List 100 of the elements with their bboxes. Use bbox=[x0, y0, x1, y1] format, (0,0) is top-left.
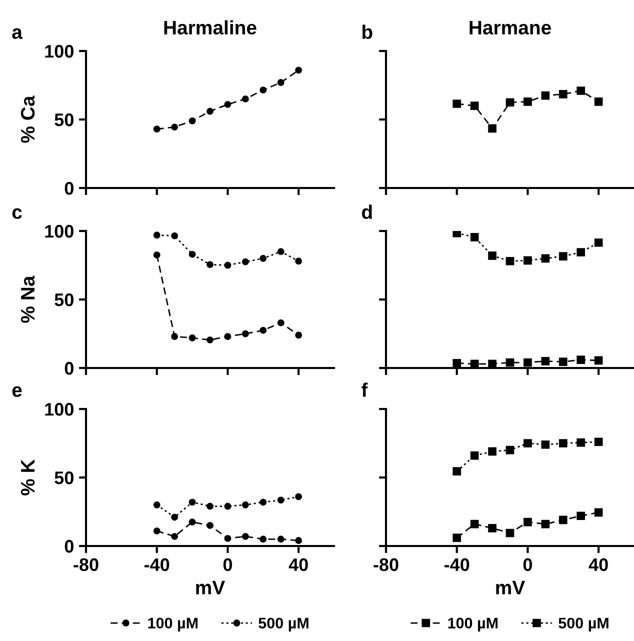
point bbox=[524, 358, 532, 367]
point bbox=[171, 514, 178, 521]
point bbox=[470, 233, 479, 242]
x-tick-label: -40 bbox=[144, 558, 170, 572]
text: a bbox=[12, 28, 23, 39]
y-tick-label: 0 bbox=[64, 540, 74, 553]
legend-label: 100 µM bbox=[148, 618, 198, 632]
point bbox=[295, 332, 302, 339]
point bbox=[188, 334, 196, 342]
y-tick-label: 100 bbox=[45, 402, 74, 416]
y-tick-label: 0 bbox=[64, 362, 74, 375]
point bbox=[260, 326, 267, 334]
point bbox=[558, 252, 568, 261]
x-axis-title: mV bbox=[496, 580, 525, 594]
point bbox=[242, 95, 249, 102]
point bbox=[224, 262, 232, 269]
point bbox=[295, 66, 302, 74]
y-axis-title: % K bbox=[20, 459, 35, 496]
point bbox=[224, 100, 232, 108]
point bbox=[470, 451, 479, 460]
chart-title: Harmaline bbox=[164, 20, 256, 35]
point bbox=[576, 86, 586, 95]
point bbox=[541, 440, 550, 449]
text: e bbox=[12, 386, 22, 397]
point bbox=[452, 231, 462, 238]
point bbox=[558, 516, 568, 524]
point bbox=[524, 256, 532, 265]
point bbox=[260, 86, 267, 94]
point bbox=[153, 252, 160, 258]
text: d bbox=[362, 204, 372, 219]
point bbox=[576, 356, 586, 364]
x-tick-label: 0 bbox=[223, 558, 232, 572]
x-tick-label: 40 bbox=[588, 558, 608, 572]
y-axis-title: % Ca bbox=[20, 96, 35, 143]
x-tick-label: -80 bbox=[74, 558, 98, 572]
point bbox=[488, 360, 496, 368]
y-tick-label: 50 bbox=[54, 113, 74, 126]
point bbox=[224, 534, 232, 542]
point bbox=[224, 502, 232, 510]
point bbox=[524, 518, 532, 526]
point bbox=[506, 358, 514, 367]
point bbox=[470, 360, 479, 368]
point bbox=[260, 536, 267, 543]
point bbox=[470, 102, 479, 110]
point bbox=[153, 501, 160, 508]
point bbox=[541, 520, 550, 528]
point bbox=[206, 108, 214, 115]
point bbox=[188, 250, 196, 258]
x-tick-label: 40 bbox=[288, 558, 308, 572]
point bbox=[153, 126, 160, 133]
point bbox=[524, 98, 532, 106]
point bbox=[224, 333, 232, 340]
point bbox=[206, 522, 214, 529]
point bbox=[576, 248, 586, 256]
legend-label: 100 µM bbox=[448, 618, 498, 632]
point bbox=[594, 438, 603, 446]
point bbox=[242, 258, 249, 266]
point bbox=[506, 98, 514, 107]
point bbox=[242, 501, 249, 508]
point bbox=[242, 532, 249, 540]
point bbox=[558, 439, 568, 448]
point bbox=[206, 261, 214, 268]
point bbox=[188, 518, 196, 526]
point bbox=[206, 336, 214, 344]
point bbox=[576, 512, 586, 520]
point bbox=[277, 536, 284, 543]
point bbox=[558, 358, 568, 366]
point bbox=[524, 439, 532, 448]
text: b bbox=[362, 24, 372, 39]
point bbox=[506, 256, 514, 266]
legend-label: 500 µM bbox=[258, 618, 308, 632]
point bbox=[594, 508, 603, 517]
point bbox=[171, 333, 178, 340]
y-tick-label: 100 bbox=[45, 224, 74, 238]
point bbox=[488, 447, 496, 456]
point bbox=[153, 527, 160, 534]
point bbox=[295, 258, 302, 265]
y-tick-label: 0 bbox=[64, 182, 74, 195]
point bbox=[188, 117, 196, 124]
point bbox=[277, 248, 284, 256]
point bbox=[277, 319, 284, 326]
point bbox=[277, 79, 284, 86]
text: f bbox=[362, 382, 368, 397]
point bbox=[171, 124, 178, 131]
point bbox=[295, 493, 302, 500]
point bbox=[558, 90, 568, 98]
point bbox=[188, 498, 196, 506]
point bbox=[260, 254, 267, 262]
x-tick-label: 0 bbox=[523, 558, 532, 572]
y-tick-label: 50 bbox=[54, 293, 74, 306]
x-axis-title: mV bbox=[196, 580, 225, 594]
point bbox=[171, 532, 178, 540]
point bbox=[488, 524, 496, 532]
point bbox=[506, 528, 514, 538]
point bbox=[470, 520, 479, 528]
point bbox=[541, 356, 550, 366]
point bbox=[171, 232, 178, 240]
point bbox=[277, 496, 284, 504]
point bbox=[488, 251, 496, 260]
point bbox=[488, 124, 496, 133]
